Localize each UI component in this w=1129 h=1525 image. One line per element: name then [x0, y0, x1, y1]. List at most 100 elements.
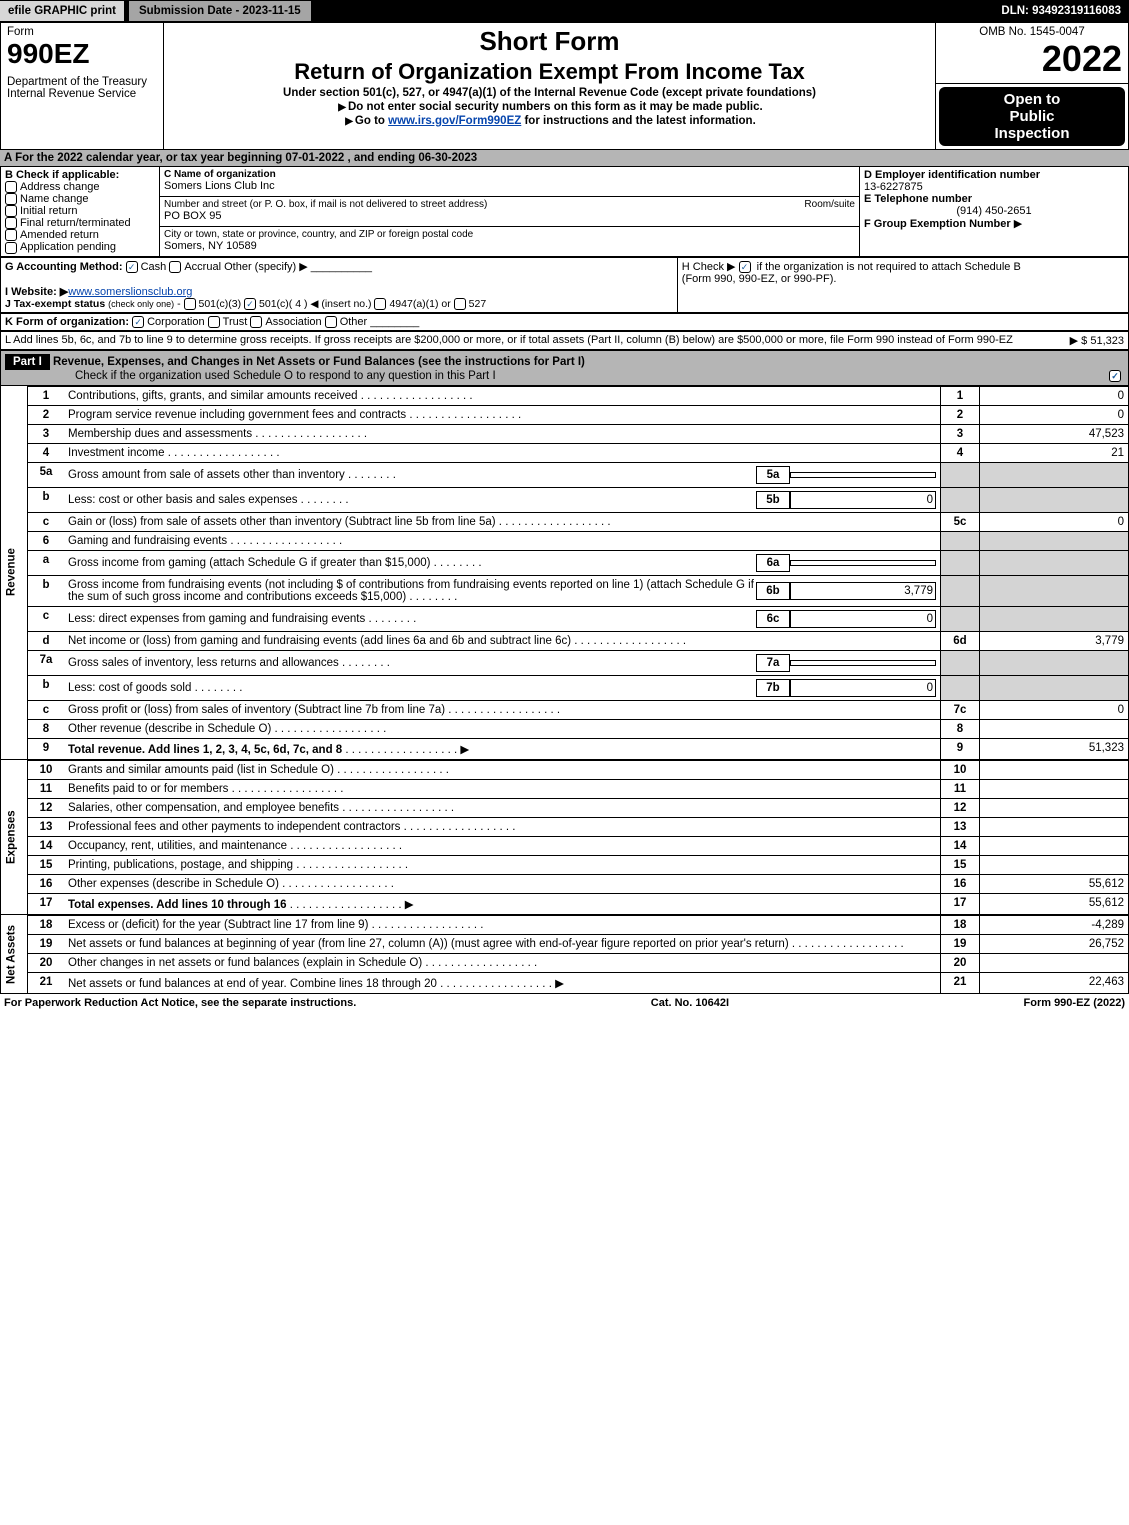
boxb-checkbox[interactable]: [5, 181, 17, 193]
boxb-checkbox[interactable]: [5, 205, 17, 217]
line-right-val: [980, 836, 1129, 855]
line-desc: Grants and similar amounts paid (list in…: [64, 760, 941, 779]
part1-label: Part I: [5, 354, 50, 370]
accrual-checkbox[interactable]: [169, 261, 181, 273]
line-right-num: [941, 531, 980, 550]
4947-checkbox[interactable]: [374, 298, 386, 310]
open-l1: Open to: [943, 91, 1121, 108]
line-row: cGain or (loss) from sale of assets othe…: [1, 512, 1129, 531]
line-right-num: 1: [941, 386, 980, 405]
line-right-val: [980, 487, 1129, 512]
line-right-num: 15: [941, 855, 980, 874]
line-right-val: [980, 817, 1129, 836]
line-right-val: 0: [980, 512, 1129, 531]
arrow-icon: [343, 115, 355, 127]
assoc-checkbox[interactable]: [250, 316, 262, 328]
schedb-checkbox[interactable]: ✓: [739, 261, 751, 273]
line-right-val: [980, 719, 1129, 738]
boxb-checkbox[interactable]: [5, 242, 17, 254]
row-h-check: H Check ▶: [682, 261, 736, 273]
line-row: bGross income from fundraising events (n…: [1, 575, 1129, 606]
boxb-option: Address change: [5, 181, 155, 193]
line-right-num: 17: [941, 893, 980, 914]
line-number: c: [28, 606, 65, 631]
dln: DLN: 93492319116083: [993, 1, 1129, 21]
line-right-num: 5c: [941, 512, 980, 531]
line-right-val: [980, 531, 1129, 550]
line-desc: Gross sales of inventory, less returns a…: [64, 650, 941, 675]
line-number: 3: [28, 424, 65, 443]
corp-checkbox[interactable]: ✓: [132, 316, 144, 328]
line-row: 7aGross sales of inventory, less returns…: [1, 650, 1129, 675]
527-checkbox[interactable]: [454, 298, 466, 310]
line-row: 20Other changes in net assets or fund ba…: [1, 953, 1129, 972]
box-c-city-label: City or town, state or province, country…: [164, 229, 855, 240]
boxb-option: Initial return: [5, 205, 155, 217]
line-number: 14: [28, 836, 65, 855]
boxb-checkbox[interactable]: [5, 217, 17, 229]
line-desc: Gross income from gaming (attach Schedul…: [64, 550, 941, 575]
cash-checkbox[interactable]: ✓: [126, 261, 138, 273]
efile-print-button[interactable]: efile GRAPHIC print: [0, 1, 124, 21]
line-number: c: [28, 700, 65, 719]
irs-link[interactable]: www.irs.gov/Form990EZ: [388, 115, 521, 127]
row-i-label: I Website: ▶: [5, 286, 68, 298]
return-title: Return of Organization Exempt From Incom…: [170, 59, 929, 85]
line-row: 5aGross amount from sale of assets other…: [1, 462, 1129, 487]
row-g-label: G Accounting Method:: [5, 261, 123, 273]
line-right-num: 9: [941, 738, 980, 759]
part1-check: Check if the organization used Schedule …: [75, 370, 496, 382]
footer-mid: Cat. No. 10642I: [651, 997, 729, 1009]
line-right-val: 3,779: [980, 631, 1129, 650]
org-city: Somers, NY 10589: [164, 240, 855, 252]
boxb-option: Amended return: [5, 229, 155, 241]
line-number: 4: [28, 443, 65, 462]
top-bar: efile GRAPHIC print Submission Date - 20…: [0, 0, 1129, 22]
501c3-checkbox[interactable]: [184, 298, 196, 310]
line-right-val: [980, 798, 1129, 817]
line-number: 5a: [28, 462, 65, 487]
line-desc: Program service revenue including govern…: [64, 405, 941, 424]
schedo-checkbox[interactable]: ✓: [1109, 370, 1121, 382]
501c4-checkbox[interactable]: ✓: [244, 298, 256, 310]
line-row: 12Salaries, other compensation, and empl…: [1, 798, 1129, 817]
boxb-checkbox[interactable]: [5, 193, 17, 205]
cash-label: Cash: [141, 261, 167, 273]
line-number: 7a: [28, 650, 65, 675]
submission-date: Submission Date - 2023-11-15: [128, 0, 312, 22]
row-k: K Form of organization: ✓Corporation Tru…: [0, 313, 1129, 331]
room-label: Room/suite: [804, 199, 855, 210]
line-row: 11Benefits paid to or for members . . . …: [1, 779, 1129, 798]
line-row: 19Net assets or fund balances at beginni…: [1, 934, 1129, 953]
org-address: PO BOX 95: [164, 210, 855, 222]
boxb-checkbox[interactable]: [5, 229, 17, 241]
footer-right: Form 990-EZ (2022): [1024, 997, 1126, 1009]
line-desc: Occupancy, rent, utilities, and maintena…: [64, 836, 941, 855]
line-right-val: [980, 779, 1129, 798]
line-desc: Benefits paid to or for members . . . . …: [64, 779, 941, 798]
other-checkbox[interactable]: [325, 316, 337, 328]
line-number: 17: [28, 893, 65, 914]
line-right-val: 22,463: [980, 972, 1129, 993]
line-right-num: [941, 675, 980, 700]
line-right-val: [980, 575, 1129, 606]
line-row: dNet income or (loss) from gaming and fu…: [1, 631, 1129, 650]
line-desc: Membership dues and assessments . . . . …: [64, 424, 941, 443]
line-desc: Gross income from fundraising events (no…: [64, 575, 941, 606]
line-number: b: [28, 575, 65, 606]
line-row: 2Program service revenue including gover…: [1, 405, 1129, 424]
website-link[interactable]: www.somerslionsclub.org: [68, 286, 192, 298]
omb-number: OMB No. 1545-0047: [942, 26, 1122, 38]
line-number: 16: [28, 874, 65, 893]
line-right-val: 0: [980, 405, 1129, 424]
line-right-num: 13: [941, 817, 980, 836]
line-right-num: 21: [941, 972, 980, 993]
line-row: 8Other revenue (describe in Schedule O) …: [1, 719, 1129, 738]
meta-table: B Check if applicable: Address changeNam…: [0, 166, 1129, 257]
trust-checkbox[interactable]: [208, 316, 220, 328]
line-right-num: 2: [941, 405, 980, 424]
line-desc: Net assets or fund balances at end of ye…: [64, 972, 941, 993]
line-number: 10: [28, 760, 65, 779]
line-row: 16Other expenses (describe in Schedule O…: [1, 874, 1129, 893]
line-number: 18: [28, 915, 65, 934]
